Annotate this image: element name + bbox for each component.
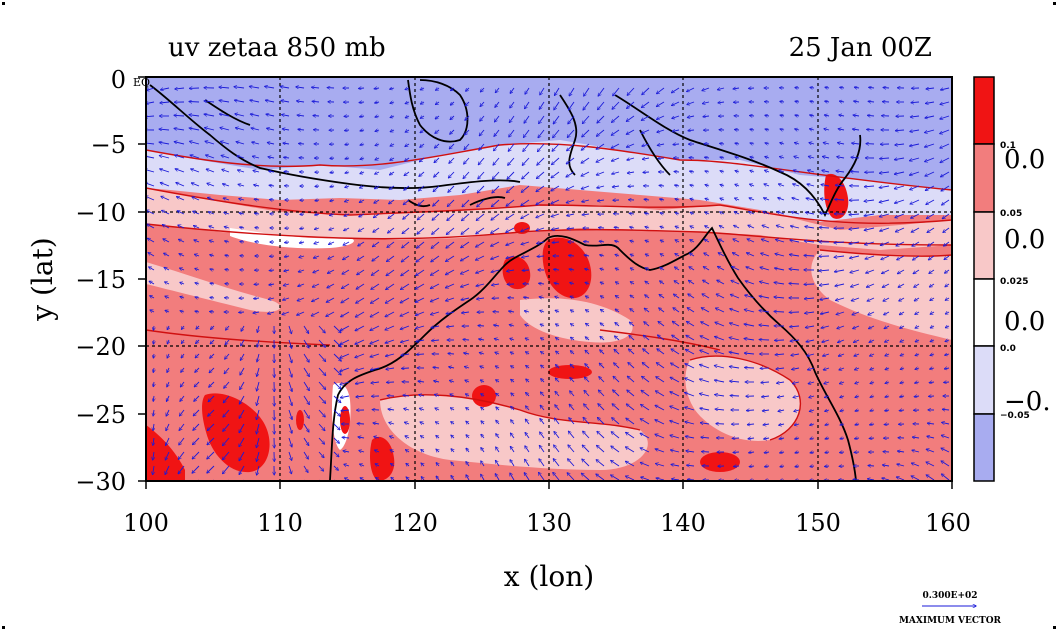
colorbar-level-big: −0.: [1004, 387, 1051, 417]
x-tick-label: 100: [123, 509, 169, 537]
x-tick-label: 140: [660, 509, 706, 537]
strong-vorticity-small-2: [296, 410, 304, 430]
colorbar-level-big: 0.0: [1004, 225, 1045, 255]
y-tick-label: −15: [75, 266, 126, 294]
weak-positive-east: [811, 250, 952, 340]
colorbar-box-3: [973, 211, 995, 280]
corner-marker: [1053, 2, 1056, 5]
corner-marker: [1053, 626, 1056, 629]
colorbar-level-big: 0.0: [1004, 307, 1045, 337]
strong-vorticity-southeast: [700, 452, 740, 472]
lat-lon-grid: [146, 77, 952, 481]
x-tick-label: 150: [795, 509, 841, 537]
contour-lines: [146, 143, 952, 441]
colorbar-level-small: 0.1: [1000, 141, 1016, 151]
max-vector-value: 0.300E+02: [922, 591, 977, 601]
y-tick-label: −20: [75, 333, 126, 361]
y-tick-label: −30: [75, 468, 126, 496]
colorbar-box-1: [973, 76, 995, 145]
colorbar-level-big: 0.0: [1004, 145, 1045, 175]
weak-positive-central: [380, 394, 648, 470]
strong-vorticity-central-band: [548, 365, 592, 379]
strong-vorticity-southwest: [202, 393, 270, 473]
white-streak-northwest: [230, 228, 354, 249]
y-axis-label: y (lat): [26, 237, 59, 321]
max-vector-legend: 0.300E+02 MAXIMUM VECTOR: [899, 591, 1002, 626]
white-streak-west: [146, 262, 281, 312]
weak-positive-south-center: [520, 298, 633, 343]
map-time: 25 Jan 00Z: [789, 33, 932, 63]
colorbar: 0.1 0.05 0.025 0.0 −0.05 0.0 0.0 0.0 −0.: [973, 76, 1051, 482]
x-tick-label: 120: [392, 509, 438, 537]
x-tick-label: 110: [257, 509, 303, 537]
y-tick-label: −25: [75, 401, 126, 429]
colorbar-level-small: 0.025: [1000, 277, 1028, 287]
colorbar-box-2: [973, 143, 995, 213]
y-tick-label: 0: [111, 66, 126, 94]
equator-label: EQ: [133, 76, 150, 89]
strong-vorticity-west-edge: [146, 425, 185, 481]
y-tick-label: −10: [75, 199, 126, 227]
corner-marker: [2, 626, 5, 629]
max-vector-label: MAXIMUM VECTOR: [899, 616, 1002, 626]
colorbar-level-small: −0.05: [1000, 411, 1030, 421]
colorbar-level-small: 0.0: [1000, 344, 1016, 354]
x-tick-label: 130: [526, 509, 572, 537]
strong-vorticity-east: [824, 173, 849, 219]
strong-vorticity-south: [370, 436, 395, 481]
x-tick-label: 160: [925, 509, 971, 537]
map-title: uv zetaa 850 mb: [168, 33, 386, 63]
y-tick-label: −5: [91, 131, 126, 159]
weak-positive-band: [146, 188, 952, 250]
tick-marks: [138, 76, 953, 489]
plot-area: [146, 77, 952, 481]
strong-vorticity-west-coast: [340, 406, 350, 434]
colorbar-box-4: [973, 278, 995, 347]
x-tick-labels: 100 110 120 130 140 150 160: [123, 509, 971, 537]
strong-vorticity-north-coast: [502, 256, 531, 290]
corner-marker: [2, 2, 5, 5]
colorbar-level-small: 0.05: [1000, 209, 1022, 219]
colorbar-box-5: [973, 345, 995, 415]
colorbar-box-6: [973, 413, 995, 482]
x-axis-label: x (lon): [504, 560, 594, 593]
y-tick-labels: 0 −5 −10 −15 −20 −25 −30: [75, 66, 126, 496]
weak-positive-southeast: [685, 356, 801, 441]
